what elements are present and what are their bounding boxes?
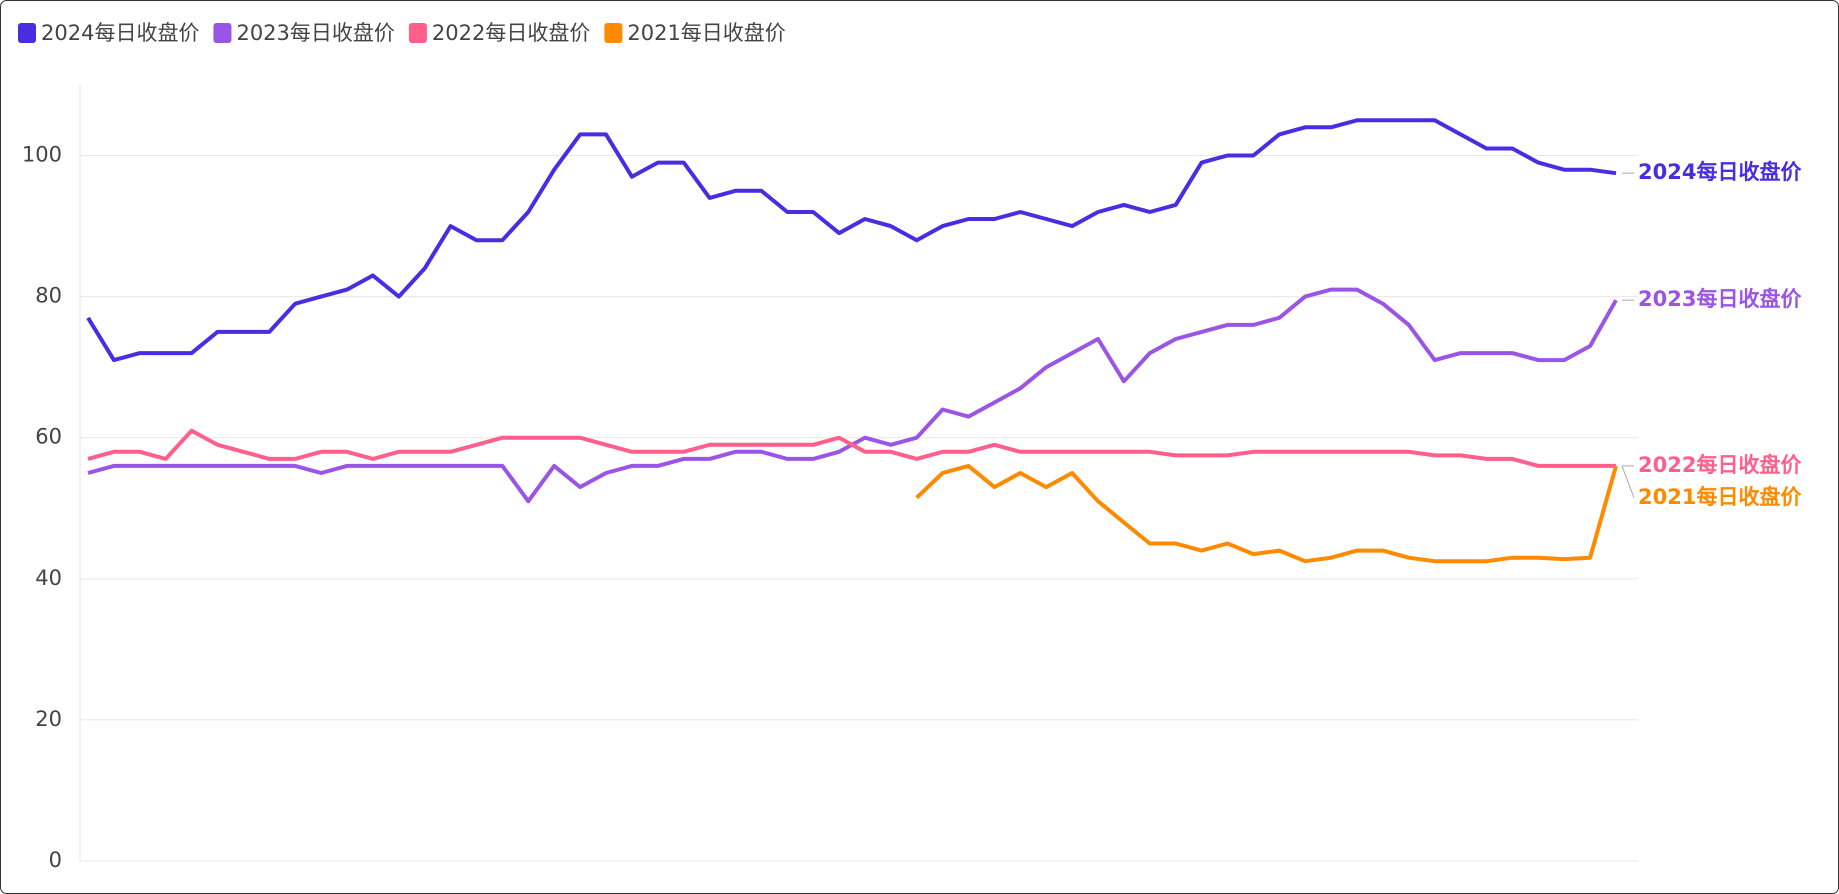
end-label: 2021每日收盘价 [1638, 485, 1802, 509]
y-tick-label: 20 [35, 707, 62, 731]
end-label: 2023每日收盘价 [1638, 287, 1802, 311]
y-tick-label: 60 [35, 425, 62, 449]
legend-label: 2021每日收盘价 [627, 21, 785, 45]
series-line [915, 463, 1618, 564]
series-line [87, 428, 1616, 468]
label-connector [1621, 465, 1635, 499]
series-line [86, 118, 1617, 363]
legend-swatch [408, 23, 427, 43]
y-tick-label: 40 [35, 566, 62, 590]
legend-swatch [213, 23, 232, 43]
legend-label: 2023每日收盘价 [236, 21, 394, 45]
legend-swatch [604, 23, 623, 43]
legend-label: 2024每日收盘价 [41, 21, 199, 45]
legend-label: 2022每日收盘价 [432, 21, 590, 45]
y-tick-label: 0 [49, 848, 62, 872]
end-label: 2022每日收盘价 [1638, 453, 1802, 477]
legend-swatch [18, 23, 36, 43]
y-tick-label: 80 [35, 284, 62, 308]
y-tick-label: 100 [22, 143, 62, 167]
end-label: 2024每日收盘价 [1638, 160, 1802, 184]
